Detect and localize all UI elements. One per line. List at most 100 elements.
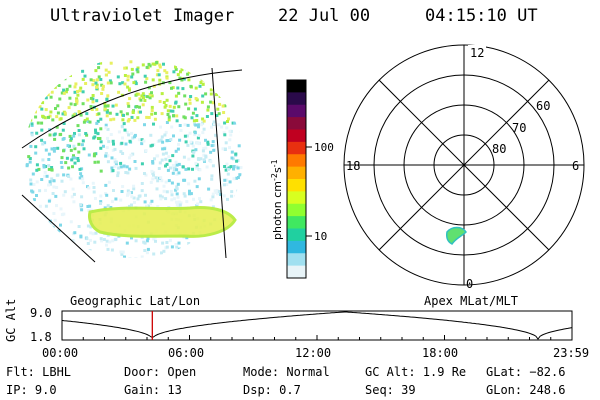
emission-pixel [130,67,134,71]
observation-date: 22 Jul 00 [278,6,371,26]
emission-pixel [27,155,31,159]
emission-pixel [238,219,242,223]
emission-pixel [211,249,215,253]
emission-pixel [113,164,117,168]
ip-value: IP: 9.0 [6,383,57,397]
emission-pixel [75,97,79,101]
emission-pixel [26,192,30,196]
emission-pixel [49,110,53,114]
emission-pixel [97,75,101,79]
emission-pixel [159,197,163,201]
emission-pixel [179,255,183,258]
emission-pixel [209,88,213,92]
emission-pixel [225,183,229,186]
emission-pixel [201,121,205,125]
emission-pixel [50,147,54,151]
emission-pixel [47,183,51,187]
emission-pixel [145,65,149,69]
emission-pixel [44,148,48,152]
emission-pixel [148,96,152,100]
emission-pixel [72,144,76,148]
emission-pixel [43,170,47,174]
mode-value: Mode: Normal [243,365,330,379]
emission-pixel [61,128,65,132]
emission-pixel [150,105,154,109]
emission-pixel [41,219,45,223]
emission-pixel [52,149,56,153]
emission-pixel [124,66,128,70]
emission-pixel [231,80,235,84]
emission-pixel [86,98,90,102]
emission-pixel [184,250,188,254]
emission-pixel [41,101,45,105]
emission-pixel [105,243,108,247]
emission-pixel [194,166,198,170]
emission-pixel [237,144,241,148]
emission-pixel [55,243,59,247]
emission-pixel [174,188,178,192]
emission-pixel [176,195,180,199]
emission-pixel [187,167,191,171]
colorbar-segment [287,166,306,180]
emission-pixel [84,132,88,135]
emission-pixel [64,90,68,94]
emission-pixel [211,242,215,246]
emission-pixel [120,124,124,128]
emission-pixel [184,64,188,68]
emission-pixel [151,62,155,66]
emission-pixel [164,197,168,201]
emission-pixel [34,110,37,114]
emission-pixel [43,230,47,234]
emission-pixel [213,241,217,245]
emission-pixel [209,92,213,96]
emission-pixel [160,112,164,116]
emission-pixel [89,105,93,108]
emission-pixel [191,154,195,158]
emission-pixel [44,188,47,192]
emission-pixel [118,82,122,86]
emission-pixel [113,147,117,151]
emission-pixel [191,251,195,255]
emission-pixel [215,114,219,117]
emission-pixel [184,167,188,171]
emission-pixel [116,75,120,79]
emission-pixel [224,147,227,151]
emission-pixel [111,148,115,152]
emission-pixel [209,100,213,104]
emission-pixel [42,164,46,167]
emission-pixel [56,104,60,108]
emission-pixel [86,242,90,245]
emission-pixel [177,105,181,109]
emission-pixel [143,123,146,127]
emission-pixel [47,60,51,64]
emission-pixel [44,108,48,112]
emission-pixel [170,198,174,202]
emission-pixel [107,70,111,74]
emission-pixel [165,98,169,102]
emission-pixel [230,241,234,245]
emission-pixel [35,131,39,135]
emission-pixel [153,117,157,121]
emission-pixel [167,118,171,122]
emission-pixel [79,206,83,210]
emission-pixel [61,112,65,116]
emission-pixel [239,166,243,170]
emission-pixel [41,142,45,146]
emission-pixel [30,67,34,71]
emission-pixel [163,133,167,137]
emission-pixel [140,255,144,258]
emission-pixel [140,182,144,185]
emission-pixel [53,85,57,89]
emission-pixel [73,161,77,165]
emission-pixel [141,103,145,107]
emission-pixel [232,177,236,181]
emission-pixel [168,81,172,85]
emission-pixel [103,104,107,108]
emission-pixel [62,137,66,140]
emission-pixel [51,62,55,66]
emission-pixel [138,194,142,198]
emission-pixel [69,220,73,224]
emission-pixel [192,68,196,72]
emission-pixel [59,161,63,164]
